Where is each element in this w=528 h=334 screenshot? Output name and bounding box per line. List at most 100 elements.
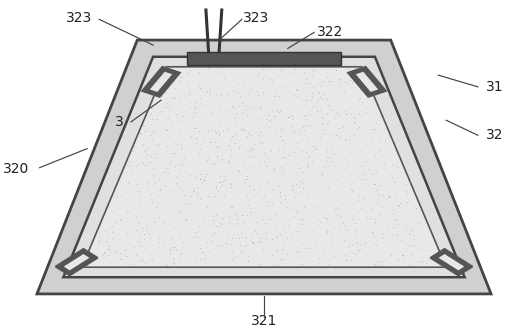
Point [180, 155, 188, 160]
Text: 320: 320 [3, 162, 29, 176]
Point [213, 188, 222, 194]
Point [286, 69, 295, 74]
Point [270, 166, 279, 171]
Point [190, 103, 199, 109]
Point [347, 188, 356, 193]
Point [253, 89, 261, 94]
Point [367, 205, 376, 210]
Point [356, 96, 365, 101]
Point [143, 180, 152, 185]
Point [256, 129, 264, 135]
Point [241, 102, 250, 107]
Point [348, 79, 356, 85]
Point [276, 108, 284, 114]
Point [349, 216, 357, 222]
Point [170, 150, 178, 156]
Point [105, 246, 114, 252]
Point [262, 163, 271, 169]
Point [299, 124, 307, 129]
Point [311, 146, 319, 152]
Point [379, 193, 387, 198]
Point [218, 215, 226, 220]
Point [266, 216, 275, 221]
Point [262, 68, 270, 73]
Point [205, 194, 213, 200]
Point [364, 82, 372, 88]
Point [241, 108, 249, 113]
Point [310, 122, 318, 127]
Point [351, 220, 359, 226]
Point [105, 243, 114, 248]
Point [385, 194, 393, 199]
Point [355, 192, 363, 197]
Point [132, 227, 140, 232]
Point [236, 249, 244, 255]
Point [335, 222, 343, 228]
Point [362, 177, 371, 182]
Point [218, 152, 226, 157]
Point [298, 181, 306, 186]
Point [200, 255, 208, 261]
Point [385, 194, 394, 199]
Point [148, 130, 156, 135]
Point [123, 209, 131, 214]
Point [324, 78, 333, 84]
Point [388, 137, 396, 143]
Point [203, 158, 211, 163]
Point [268, 201, 276, 207]
Point [235, 241, 244, 246]
Point [372, 187, 381, 193]
Point [294, 84, 303, 89]
Point [353, 249, 362, 254]
Point [257, 201, 265, 206]
Text: 31: 31 [486, 80, 503, 94]
Point [331, 115, 339, 120]
Point [228, 133, 236, 138]
Point [142, 134, 150, 140]
Point [163, 128, 171, 133]
Point [341, 79, 350, 84]
Point [284, 115, 292, 120]
Point [165, 247, 174, 253]
Point [265, 118, 273, 123]
Point [341, 222, 350, 227]
Point [302, 123, 310, 128]
Point [301, 112, 310, 118]
Point [246, 164, 254, 169]
Point [131, 214, 140, 220]
Point [370, 240, 378, 245]
Point [357, 148, 365, 153]
Point [386, 171, 394, 176]
Point [166, 246, 174, 252]
Point [354, 210, 362, 215]
Point [205, 71, 214, 77]
Point [182, 259, 190, 265]
Point [307, 73, 316, 78]
Point [260, 192, 269, 197]
Point [380, 161, 389, 166]
Point [232, 222, 241, 227]
Point [276, 231, 285, 236]
Point [267, 118, 275, 124]
Point [338, 87, 346, 93]
Point [383, 225, 391, 231]
Point [218, 156, 227, 161]
Point [424, 247, 432, 253]
Point [407, 226, 415, 232]
Point [195, 224, 204, 229]
Point [219, 178, 227, 183]
Point [235, 145, 243, 150]
Point [292, 210, 300, 215]
Point [393, 203, 402, 208]
Point [195, 129, 203, 134]
Point [203, 239, 211, 245]
Point [242, 166, 250, 171]
Point [229, 115, 238, 120]
Point [256, 239, 264, 245]
Point [127, 168, 135, 173]
Point [234, 144, 243, 149]
Point [299, 185, 307, 190]
Point [228, 249, 237, 255]
Point [169, 95, 177, 100]
Point [325, 155, 333, 160]
